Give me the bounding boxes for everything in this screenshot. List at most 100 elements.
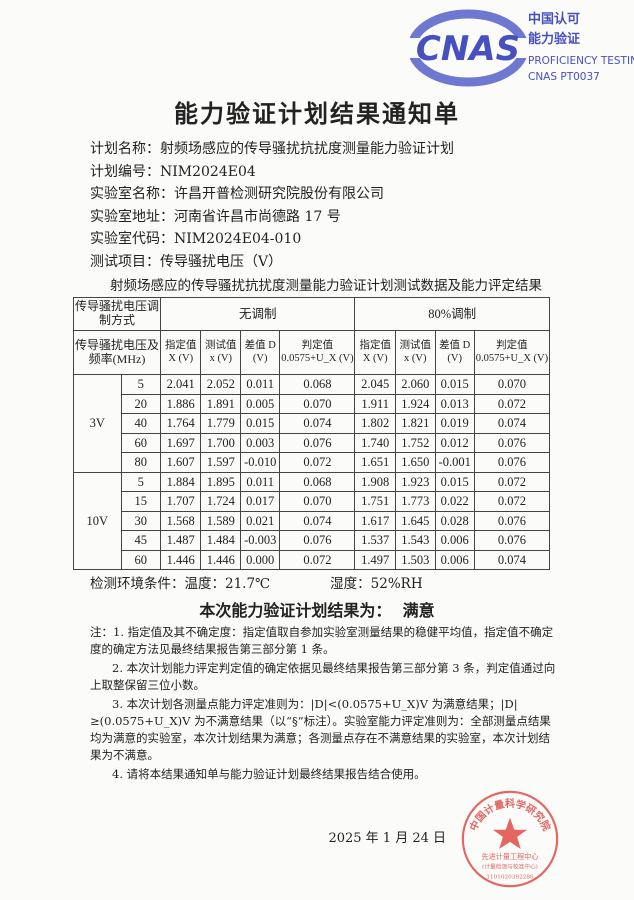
level-cell: 3V: [73, 374, 122, 473]
value-cell: 0.005: [240, 393, 281, 414]
value-cell: 1.752: [394, 432, 436, 453]
value-cell: 0.022: [434, 491, 475, 512]
info-block: 计划名称：射频场感应的传导骚扰抗扰度测量能力验证计划 计划编号：NIM2024E0…: [90, 138, 560, 273]
value-cell: 0.015: [434, 374, 475, 395]
note-3: 3. 本次计划各测量点能力评定准则为：|D|<(0.0575+U_X)V 为满意…: [90, 697, 551, 762]
column-header: 指定值 X (V): [354, 330, 396, 375]
value-cell: 1.884: [159, 471, 202, 492]
note-1: 注：1. 指定值及其不确定度：指定值取自参加实验室测量结果的稳健平均值，指定值不…: [90, 625, 554, 656]
value-cell: 1.908: [354, 471, 396, 492]
value-cell: 2.045: [354, 374, 396, 395]
column-header: 差值 D (V): [240, 330, 281, 375]
svg-text:先进计量工程中心: 先进计量工程中心: [482, 852, 539, 861]
value-cell: 0.028: [434, 510, 475, 531]
value-cell: 0.012: [434, 432, 475, 453]
official-seal: 中国计量科学研究院 先进计量工程中心 (计量检测与校准中心) 110102039…: [461, 790, 559, 888]
results-table: 传导骚扰电压调制方式 无调制 80%调制 传导骚扰电压及频率(MHz) 指定值 X (V…: [73, 297, 551, 570]
value-cell: 1.537: [354, 530, 396, 551]
info-label: 实验室名称：: [90, 186, 174, 202]
frequency-cell: 5: [120, 374, 162, 395]
value-cell: 0.070: [279, 393, 356, 414]
column-header: 测试值 x (V): [394, 330, 436, 375]
value-cell: 0.019: [434, 413, 475, 434]
signature-row: 2025 年 1 月 24 日 中国计量科学研究院 先进计量工程中心 (计量检测…: [90, 789, 560, 889]
info-value: NIM2024E04-010: [174, 231, 302, 247]
info-line: 测试项目：传导骚扰电压（V）: [90, 251, 560, 274]
info-line: 计划编号：NIM2024E04: [90, 161, 560, 184]
value-cell: 1.802: [354, 413, 396, 434]
value-cell: 1.895: [200, 471, 242, 492]
value-cell: 0.072: [279, 549, 356, 570]
value-cell: 1.724: [200, 491, 242, 512]
svg-text:(计量检测与校准中心): (计量检测与校准中心): [482, 862, 538, 870]
logo-text: 能力验证: [528, 32, 581, 47]
value-cell: 1.740: [354, 432, 396, 453]
value-cell: 1.607: [159, 452, 202, 473]
value-cell: 1.764: [159, 413, 202, 434]
value-cell: 1.924: [394, 393, 436, 414]
env-humidity: 湿度：52%RH: [330, 576, 423, 592]
cnas-emblem-icon: CNAS: [407, 9, 530, 87]
logo-text: CNAS PT0037: [528, 71, 600, 83]
value-cell: 0.068: [279, 471, 356, 492]
frequency-cell: 60: [120, 432, 162, 453]
value-cell: 0.003: [240, 432, 281, 453]
value-cell: 1.568: [159, 510, 202, 531]
value-cell: 0.070: [279, 491, 356, 512]
environment-conditions: 检测环境条件：温度：21.7℃ 湿度：52%RH: [90, 574, 560, 594]
document-body: 计划名称：射频场感应的传导骚扰抗扰度测量能力验证计划 计划编号：NIM2024E0…: [73, 138, 560, 889]
value-cell: 1.617: [354, 510, 396, 531]
value-cell: 0.015: [240, 413, 281, 434]
value-cell: 1.650: [394, 452, 436, 473]
value-cell: 2.041: [159, 374, 202, 395]
value-cell: 1.487: [159, 530, 202, 551]
frequency-cell: 80: [120, 452, 162, 473]
value-cell: 1.891: [200, 393, 242, 414]
env-label: 检测环境条件：: [90, 576, 185, 592]
frequency-cell: 40: [120, 413, 162, 434]
info-label: 计划名称：: [90, 141, 160, 157]
frequency-cell: 60: [120, 549, 162, 570]
column-header: 测试值 x (V): [200, 330, 242, 375]
value-cell: 1.707: [159, 491, 202, 512]
info-value: 传导骚扰电压（V）: [160, 253, 283, 270]
value-cell: 0.000: [240, 549, 281, 570]
svg-text:1101020392286: 1101020392286: [486, 874, 534, 880]
page-title: 能力验证计划结果通知单: [174, 100, 460, 128]
value-cell: 0.013: [434, 393, 475, 414]
value-cell: 0.017: [240, 491, 281, 512]
group-header-80pct: 80%调制: [354, 297, 550, 331]
value-cell: 1.446: [159, 549, 202, 570]
value-cell: 1.543: [394, 530, 436, 551]
value-cell: 0.076: [473, 530, 551, 551]
frequency-cell: 15: [120, 491, 162, 512]
value-cell: 1.446: [200, 549, 242, 570]
env-temp: 温度：21.7℃: [184, 576, 271, 592]
mod-header: 传导骚扰电压调制方式: [73, 297, 161, 331]
value-cell: -0.003: [240, 530, 281, 551]
value-cell: 0.076: [473, 510, 551, 531]
value-cell: 0.074: [279, 510, 356, 531]
value-cell: -0.010: [240, 452, 281, 473]
column-header: 指定值 X (V): [159, 330, 202, 375]
value-cell: 1.484: [200, 530, 242, 551]
table-caption: 射频场感应的传导骚扰抗扰度测量能力验证计划测试数据及能力评定结果: [110, 278, 542, 294]
column-header: 差值 D (V): [434, 330, 475, 375]
value-cell: 0.072: [279, 452, 356, 473]
logo-text: PROFICIENCY TESTING: [528, 55, 634, 67]
value-cell: 0.074: [279, 413, 356, 434]
value-cell: 1.503: [394, 549, 436, 570]
value-cell: 1.497: [354, 549, 396, 570]
frequency-cell: 30: [120, 510, 162, 531]
frequency-cell: 20: [120, 393, 162, 414]
info-value: NIM2024E04: [160, 163, 256, 180]
value-cell: 1.923: [394, 471, 436, 492]
value-cell: 0.074: [473, 413, 551, 434]
value-cell: 0.076: [473, 432, 551, 453]
value-cell: 0.076: [279, 530, 356, 551]
value-cell: 0.076: [473, 452, 551, 473]
value-cell: 1.651: [354, 452, 396, 473]
value-cell: 0.006: [434, 549, 475, 570]
value-cell: 0.074: [473, 549, 551, 570]
level-cell: 10V: [73, 471, 122, 570]
